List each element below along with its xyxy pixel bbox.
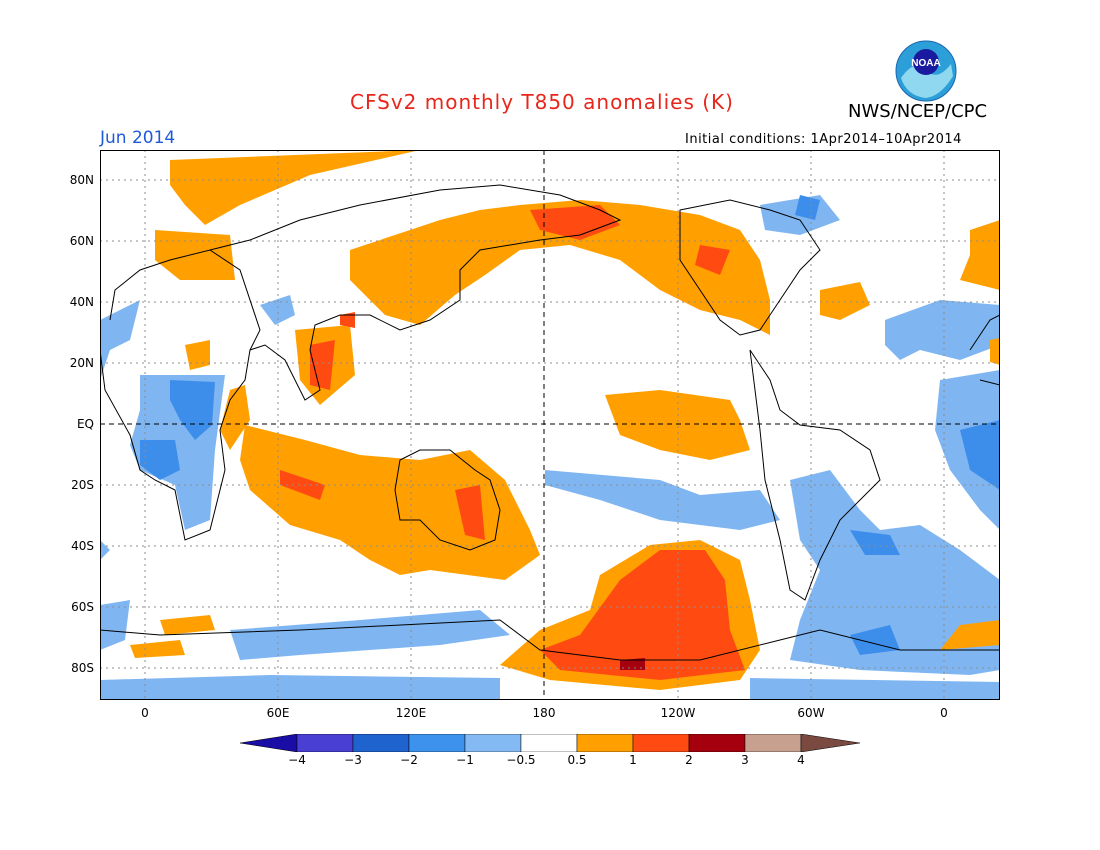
initial-conditions-label: Initial conditions: 1Apr2014–10Apr2014 — [685, 132, 962, 147]
lon-label: 0 — [141, 706, 149, 720]
noaa-logo: NOAA — [895, 40, 957, 102]
colorbar-label: −2 — [400, 753, 418, 767]
colorbar-label: −1 — [456, 753, 474, 767]
lon-label: 60W — [797, 706, 825, 720]
strong-positive-anomaly-regions — [280, 205, 745, 680]
graticule — [100, 150, 1000, 700]
lat-label: 20S — [71, 478, 94, 492]
colorbar-segment — [352, 734, 410, 752]
coastlines — [100, 184, 1000, 661]
very-strong-positive-anomaly-regions — [620, 658, 645, 670]
agency-label: NWS/NCEP/CPC — [848, 101, 988, 122]
lon-label: 60E — [266, 706, 290, 720]
lon-label: 120E — [395, 706, 427, 720]
colorbar-segment — [464, 734, 522, 752]
lat-label: 20N — [69, 356, 94, 370]
colorbar-segment — [240, 734, 298, 752]
colorbar-segment — [800, 734, 861, 752]
colorbar-label: 0.5 — [567, 753, 587, 767]
colorbar-label: 2 — [685, 753, 693, 767]
colorbar-label: −3 — [344, 753, 362, 767]
month-label: Jun 2014 — [100, 128, 176, 148]
anomaly-map — [100, 150, 1000, 700]
colorbar-segment — [744, 734, 802, 752]
colorbar-label: 4 — [797, 753, 805, 767]
colorbar-label: −4 — [288, 753, 306, 767]
colorbar-segment — [688, 734, 746, 752]
colorbar-segment — [520, 734, 578, 752]
map-frame — [100, 150, 1000, 700]
colorbar-segment — [576, 734, 634, 752]
svg-text:NOAA: NOAA — [911, 58, 940, 69]
strong-negative-anomaly-regions — [140, 195, 1000, 655]
colorbar-label: −0.5 — [506, 753, 536, 767]
lat-label: 80S — [71, 661, 94, 675]
map-title: CFSv2 monthly T850 anomalies (K) — [350, 90, 734, 114]
lat-label: 40N — [69, 295, 94, 309]
colorbar-segment — [296, 734, 354, 752]
lat-label: 40S — [71, 539, 94, 553]
colorbar-segment — [408, 734, 466, 752]
lat-label: 80N — [69, 173, 94, 187]
lon-label: 0 — [940, 706, 948, 720]
lat-label: 60S — [71, 600, 94, 614]
colorbar-label: 1 — [629, 753, 637, 767]
lat-label: EQ — [76, 417, 94, 431]
lon-label: 180 — [532, 706, 556, 720]
lon-label: 120W — [660, 706, 696, 720]
colorbar — [240, 734, 861, 752]
colorbar-label: 3 — [741, 753, 749, 767]
lat-label: 60N — [69, 234, 94, 248]
reference-lines — [100, 150, 1000, 700]
colorbar-segment — [632, 734, 690, 752]
